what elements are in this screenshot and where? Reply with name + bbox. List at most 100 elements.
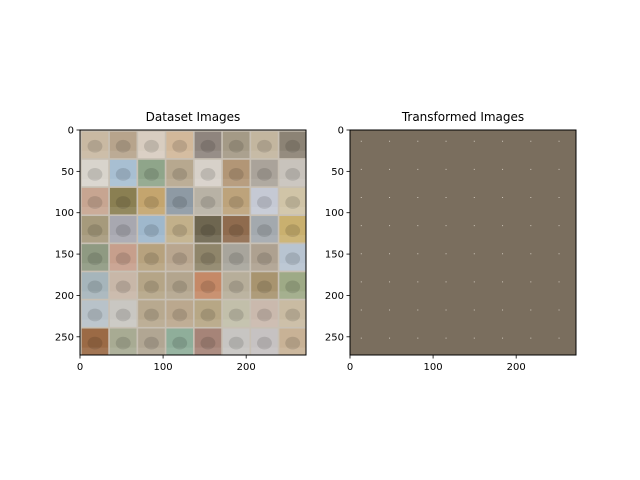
transformed-dot (530, 337, 532, 339)
transformed-dot (558, 140, 560, 142)
transformed-dot (389, 309, 391, 311)
y-tick-label: 250 (55, 332, 74, 343)
transformed-dot (389, 337, 391, 339)
transformed-dot (530, 168, 532, 170)
transformed-dot (502, 140, 504, 142)
transformed-dot (558, 197, 560, 199)
dataset-images-title: Dataset Images (146, 110, 241, 124)
image-tile (251, 328, 278, 355)
image-tile (81, 244, 109, 271)
image-tile (166, 187, 193, 215)
dataset-images-ticks: 0 100 200 0 50 100 150 200 250 (55, 126, 256, 374)
transformed-dot (473, 225, 475, 227)
image-tile (222, 300, 250, 327)
x-tick-label: 200 (507, 362, 526, 373)
transformed-dot (417, 337, 419, 339)
image-tile (81, 216, 109, 243)
transformed-dot (473, 168, 475, 170)
y-tick-label: 150 (55, 250, 74, 261)
image-tile (194, 131, 222, 159)
y-tick-label: 50 (331, 167, 344, 178)
image-tile (194, 187, 222, 215)
transformed-images-panel: Transformed Images 0 100 200 0 50 100 150 200 25… (325, 110, 577, 374)
image-tile (109, 244, 137, 271)
image-tile (222, 216, 250, 243)
transformed-dot (445, 225, 447, 227)
transformed-dot (502, 253, 504, 255)
image-tile (166, 216, 193, 243)
transformed-dot (445, 140, 447, 142)
image-tile (222, 187, 250, 215)
image-tile (251, 272, 278, 299)
y-tick-label: 0 (68, 126, 74, 137)
image-tile (138, 272, 165, 299)
transformed-dot (473, 337, 475, 339)
image-tile (279, 159, 306, 187)
image-tile (279, 216, 306, 243)
transformed-dot (530, 197, 532, 199)
transformed-dot (417, 197, 419, 199)
image-tile (109, 187, 137, 215)
transformed-dot (502, 225, 504, 227)
dataset-images-panel: Dataset Images 0 100 200 0 50 100 150 200 250 (55, 110, 307, 374)
transformed-dot (360, 281, 362, 283)
image-tile (166, 131, 193, 159)
image-tile (194, 272, 222, 299)
image-tile (251, 159, 278, 187)
transformed-dot (530, 225, 532, 227)
image-tile (279, 300, 306, 327)
image-tile (138, 244, 165, 271)
y-tick-label: 50 (61, 167, 74, 178)
transformed-dot (360, 309, 362, 311)
image-tile (166, 300, 193, 327)
image-tile (222, 244, 250, 271)
transformed-dot (473, 140, 475, 142)
transformed-dot (417, 281, 419, 283)
transformed-dot (530, 281, 532, 283)
transformed-dot (473, 309, 475, 311)
transformed-dot (502, 281, 504, 283)
transformed-image-dots (360, 140, 560, 339)
image-tile (138, 328, 165, 355)
transformed-dot (445, 253, 447, 255)
transformed-dot (417, 309, 419, 311)
transformed-dot (530, 140, 532, 142)
transformed-dot (473, 281, 475, 283)
transformed-dot (558, 281, 560, 283)
y-tick-label: 100 (325, 208, 344, 219)
x-tick-label: 200 (237, 362, 256, 373)
image-tile (81, 328, 109, 355)
transformed-dot (445, 197, 447, 199)
image-tile (251, 187, 278, 215)
transformed-dot (389, 168, 391, 170)
image-tile (194, 328, 222, 355)
image-tile (109, 328, 137, 355)
transformed-dot (360, 168, 362, 170)
transformed-dot (389, 253, 391, 255)
transformed-dot (445, 309, 447, 311)
transformed-dot (360, 140, 362, 142)
image-tile (138, 300, 165, 327)
x-tick-label: 0 (347, 362, 353, 373)
transformed-dot (417, 168, 419, 170)
transformed-images-axes-frame (349, 129, 577, 356)
x-tick-label: 0 (77, 362, 83, 373)
transformed-dot (473, 253, 475, 255)
image-tile (222, 272, 250, 299)
transformed-dot (530, 309, 532, 311)
transformed-dot (473, 197, 475, 199)
image-tile (81, 159, 109, 187)
image-tile (166, 159, 193, 187)
image-tile (251, 131, 278, 159)
image-tile (251, 244, 278, 271)
transformed-dot (558, 253, 560, 255)
transformed-dot (389, 225, 391, 227)
transformed-dot (558, 337, 560, 339)
y-tick-label: 250 (325, 332, 344, 343)
transformed-dot (558, 225, 560, 227)
image-tile (279, 187, 306, 215)
image-tile (279, 272, 306, 299)
transformed-images-ticks: 0 100 200 0 50 100 150 200 250 (325, 126, 526, 374)
transformed-dot (445, 337, 447, 339)
